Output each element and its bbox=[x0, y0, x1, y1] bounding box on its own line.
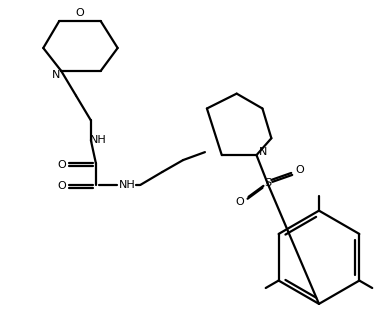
Text: O: O bbox=[235, 197, 244, 207]
Text: O: O bbox=[58, 181, 67, 191]
Text: NH: NH bbox=[89, 135, 106, 145]
Text: NH: NH bbox=[119, 180, 136, 190]
Text: O: O bbox=[76, 8, 84, 18]
Text: O: O bbox=[296, 165, 305, 175]
Text: N: N bbox=[52, 70, 60, 80]
Text: N: N bbox=[259, 147, 268, 157]
Text: S: S bbox=[264, 178, 271, 188]
Text: O: O bbox=[58, 160, 67, 170]
